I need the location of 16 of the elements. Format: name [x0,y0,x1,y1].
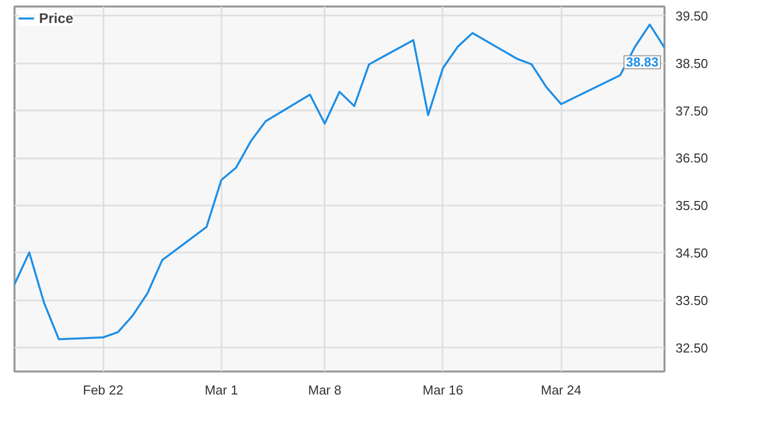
y-tick-label: 32.50 [676,340,708,356]
data-label: 38.83 [626,54,659,70]
x-tick-label: Mar 8 [308,382,342,398]
y-tick-label: 37.50 [676,103,708,118]
y-tick-label: 36.50 [676,150,708,166]
x-tick-label: Mar 24 [540,382,582,398]
x-tick-label: Mar 1 [204,382,238,398]
line-series [14,24,664,340]
y-tick-label: 39.50 [676,8,708,24]
y-tick-label: 38.50 [676,56,708,71]
x-tick-label: Feb 22 [82,382,124,398]
y-tick-label: 33.50 [676,292,708,308]
y-tick-label: 35.50 [676,198,708,214]
legend-label: Price [39,10,74,26]
x-tick-label: Mar 16 [422,382,464,398]
y-tick-label: 34.50 [676,245,708,260]
